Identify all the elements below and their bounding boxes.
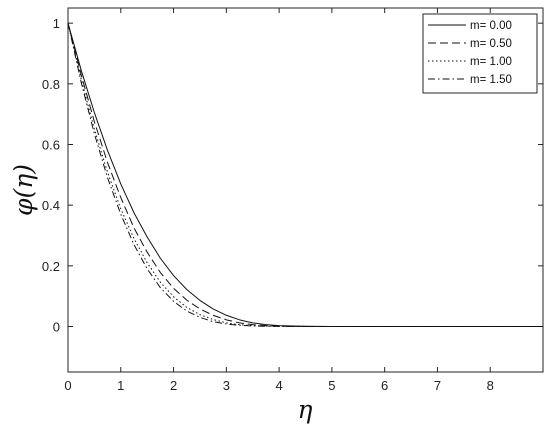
legend-label: m= 1.50 — [470, 74, 512, 86]
ticks-group — [67, 8, 543, 372]
series-lines-group — [67, 23, 543, 327]
x-tick-label: 2 — [170, 378, 177, 393]
x-tick-label: 6 — [381, 378, 388, 393]
x-tick-label: 5 — [328, 378, 335, 393]
x-tick-label: 3 — [223, 378, 230, 393]
legend-label: m= 1.00 — [470, 56, 512, 68]
x-tick-label: 4 — [275, 378, 282, 393]
series-line-3 — [67, 23, 543, 327]
x-tick-label: 0 — [64, 378, 71, 393]
y-axis-label: φ(η) — [9, 164, 38, 216]
tick-labels-group: 0 1 2 3 4 5 6 7 8 0 0.2 0.4 0.6 0.8 1 — [42, 16, 494, 393]
series-line-0 — [67, 23, 543, 327]
x-tick-label: 1 — [117, 378, 124, 393]
x-tick-label: 8 — [487, 378, 494, 393]
series-line-1 — [67, 23, 543, 327]
y-tick-label: 0.6 — [42, 138, 60, 153]
y-tick-label: 0 — [53, 320, 60, 335]
y-tick-label: 0.2 — [42, 259, 60, 274]
legend-label: m= 0.50 — [470, 38, 512, 50]
legend: m= 0.00 m= 0.50 m= 1.00 m= 1.50 — [422, 13, 538, 94]
x-axis-label: η — [298, 395, 313, 424]
legend-box — [422, 13, 538, 94]
y-tick-label: 0.8 — [42, 77, 60, 92]
y-tick-label: 0.4 — [42, 198, 60, 213]
legend-label: m= 0.00 — [470, 20, 512, 32]
x-tick-label: 7 — [434, 378, 441, 393]
y-tick-label: 1 — [53, 16, 60, 31]
